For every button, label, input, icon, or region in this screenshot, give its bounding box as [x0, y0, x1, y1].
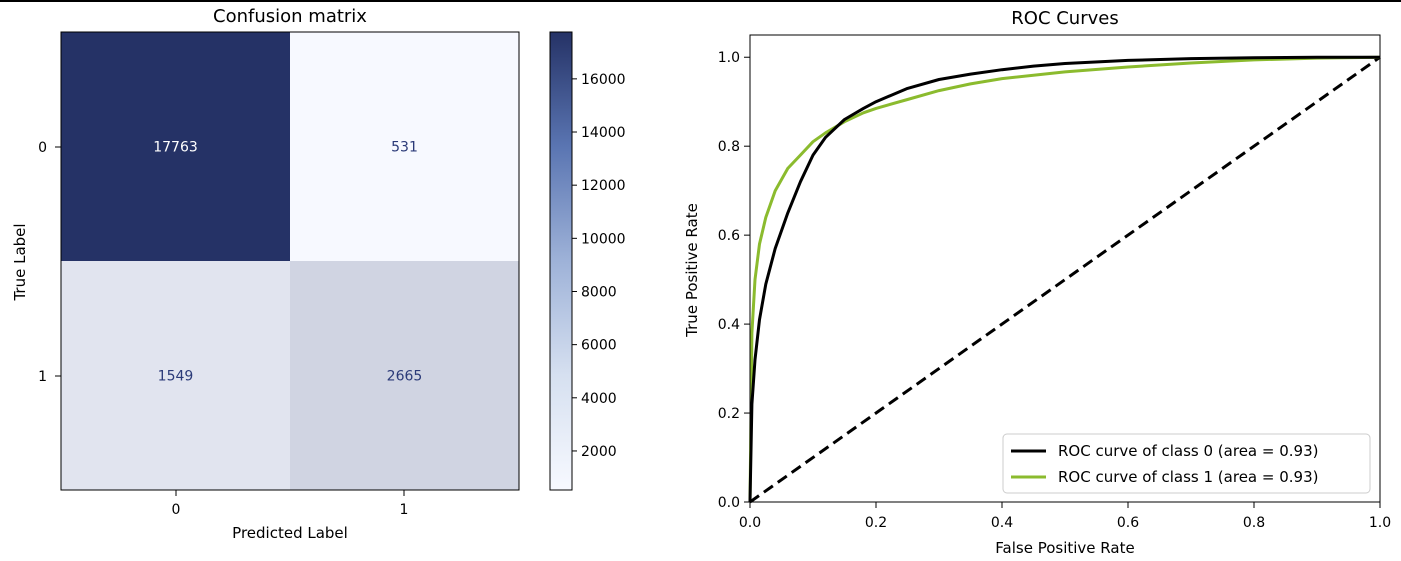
roc-legend: ROC curve of class 0 (area = 0.93) ROC c…: [1002, 433, 1371, 494]
roc-frame: [749, 34, 1381, 503]
roc-lines: [748, 55, 1381, 504]
roc-ytick-label-0: 0.0: [718, 495, 740, 511]
cm-cell-0-1: [290, 32, 519, 261]
roc-xtick-label-0: 0.0: [739, 515, 761, 531]
roc-ytick-label-1: 0.2: [718, 406, 740, 422]
roc-legend-label-class-1: ROC curve of class 1 (area = 0.93): [1058, 468, 1318, 486]
cm-cell-1-0: [61, 261, 290, 490]
cm-colorbar: [549, 31, 573, 491]
roc-ytick-label-2: 0.4: [718, 317, 740, 333]
roc-x-ticks: 0.0 0.2 0.4 0.6 0.8 1.0: [739, 502, 1391, 531]
roc-ytick-label-3: 0.6: [718, 228, 740, 244]
cm-colorbar-tick-label-5: 12000: [581, 178, 626, 194]
roc-xtick-label-3: 0.6: [1117, 515, 1139, 531]
cm-ytick-label-0: 0: [38, 140, 47, 156]
roc-ytick-label-4: 0.8: [718, 139, 740, 155]
roc-xtick-label-5: 1.0: [1369, 515, 1391, 531]
cm-cell-value-0-1: 531: [391, 140, 418, 156]
roc-legend-box: [1002, 433, 1371, 494]
cm-colorbar-ticks: 2000 4000 6000 8000 10000 12000 14000 16000: [572, 72, 626, 460]
roc-xtick-label-2: 0.4: [991, 515, 1013, 531]
top-border-line: [0, 0, 1401, 2]
cm-cell-value-1-1: 2665: [387, 369, 423, 385]
roc-xtick-label-4: 0.8: [1243, 515, 1265, 531]
cm-cell-value-0-0: 17763: [153, 140, 198, 156]
cm-xtick-label-0: 0: [172, 502, 181, 518]
cm-cell-1-1: [290, 261, 519, 490]
cm-xlabel: Predicted Label: [232, 524, 348, 542]
roc-ylabel: True Positive Rate: [683, 203, 701, 338]
confusion-matrix-panel: Confusion matrix 17763 531 1549 2665 0 1 Pr…: [11, 6, 626, 542]
cm-ytick-label-1: 1: [38, 369, 47, 385]
cm-colorbar-tick-label-1: 4000: [581, 391, 617, 407]
roc-plot-area: [750, 35, 1380, 502]
cm-title: Confusion matrix: [213, 6, 367, 27]
cm-xtick-label-1: 1: [400, 502, 409, 518]
cm-cell-value-1-0: 1549: [158, 369, 194, 385]
roc-xtick-label-1: 0.2: [865, 515, 887, 531]
cm-colorbar-tick-label-0: 2000: [581, 444, 617, 460]
roc-legend-label-class-0: ROC curve of class 0 (area = 0.93): [1058, 442, 1318, 460]
cm-colorbar-tick-label-6: 14000: [581, 125, 626, 141]
roc-panel: ROC Curves 0.0 0.2 0.4 0.6 0.8 1.0 0.00.20.40…: [683, 8, 1391, 557]
cm-frame: [60, 31, 520, 491]
roc-y-ticks: 0.0 0.2 0.4 0.6 0.8 1.0: [718, 50, 750, 511]
cm-colorbar-tick-label-3: 8000: [581, 284, 617, 300]
roc-curve-class-0: [748, 55, 1380, 503]
cm-cell-0-0: [61, 32, 290, 261]
roc-ytick-label-5: 1.0: [718, 50, 740, 66]
roc-title: ROC Curves: [1011, 8, 1118, 29]
cm-ylabel: True Label: [11, 223, 29, 301]
roc-curve-class-1: [748, 55, 1381, 503]
cm-cells: 17763 531 1549 2665: [61, 32, 519, 490]
cm-colorbar-tick-label-2: 6000: [581, 338, 617, 354]
cm-colorbar-tick-label-4: 10000: [581, 231, 626, 247]
roc-xlabel: False Positive Rate: [995, 539, 1134, 557]
cm-colorbar-tick-label-7: 16000: [581, 72, 626, 88]
roc-diagonal-line: [749, 55, 1381, 504]
